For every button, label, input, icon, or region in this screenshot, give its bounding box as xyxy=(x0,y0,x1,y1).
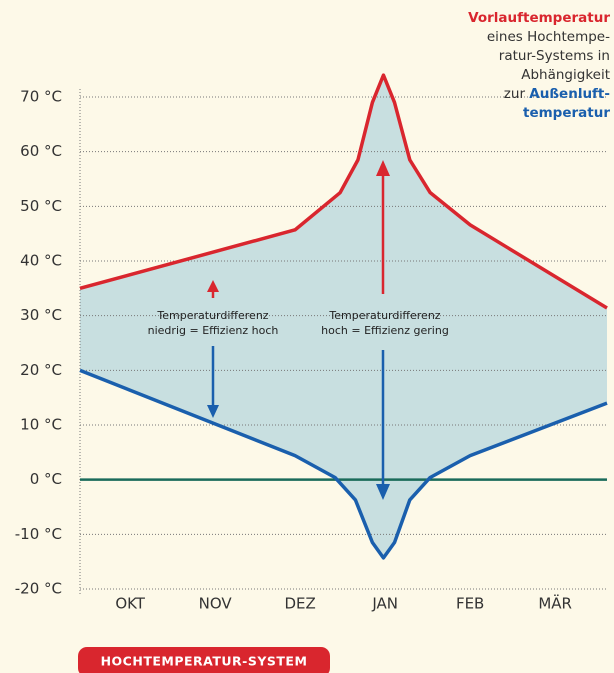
subtitle-part: zur xyxy=(504,86,529,102)
arrow-head xyxy=(376,160,390,176)
badge-label: HOCHTEMPERATUR-SYSTEM xyxy=(101,654,308,669)
arrow-head xyxy=(376,484,390,500)
subtitle-line: Abhängigkeit xyxy=(521,67,610,83)
series-line xyxy=(79,368,608,560)
y-tick-label: 0 °C xyxy=(30,470,62,488)
annotation: niedrig = Effizienz hoch xyxy=(148,324,279,337)
series-line xyxy=(79,73,608,310)
annotation: Temperaturdifferenz xyxy=(156,309,268,322)
arrow-head xyxy=(207,405,219,418)
subtitle-line: zur Außenluft- xyxy=(504,86,610,102)
arrows xyxy=(207,160,390,500)
title: Vorlauftemperatur xyxy=(468,10,610,26)
annotation: hoch = Effizienz gering xyxy=(321,324,449,337)
y-tick-label: 40 °C xyxy=(20,252,62,270)
subtitle-line: ratur-Systems in xyxy=(499,48,610,64)
y-tick-label: 50 °C xyxy=(20,197,62,215)
subtitle-highlight: Außenluft- xyxy=(529,86,610,102)
x-tick-label: MÄR xyxy=(538,594,572,613)
y-tick-label: -10 °C xyxy=(15,525,62,543)
y-tick-label: 30 °C xyxy=(20,306,62,324)
y-tick-label: 70 °C xyxy=(20,88,62,106)
x-tick-label: DEZ xyxy=(284,595,315,613)
badge xyxy=(78,647,330,673)
x-tick-label: JAN xyxy=(371,595,398,613)
difference-area xyxy=(80,75,607,558)
x-tick-label: OKT xyxy=(115,595,145,613)
arrow-head xyxy=(207,280,219,292)
subtitle-highlight: temperatur xyxy=(523,105,610,121)
annotation: Temperaturdifferenz xyxy=(328,309,440,322)
y-tick-label: -20 °C xyxy=(15,580,62,598)
y-tick-label: 10 °C xyxy=(20,416,62,434)
y-tick-label: 60 °C xyxy=(20,142,62,160)
x-tick-label: NOV xyxy=(199,595,233,613)
subtitle-line: eines Hochtempe- xyxy=(487,29,610,45)
plot: -20 °C -10 °C 0 °C 10 °C 20 °C 30 °C 40 °C 50 °… xyxy=(15,73,608,613)
y-tick-label: 20 °C xyxy=(20,361,62,379)
x-tick-label: FEB xyxy=(456,595,484,613)
